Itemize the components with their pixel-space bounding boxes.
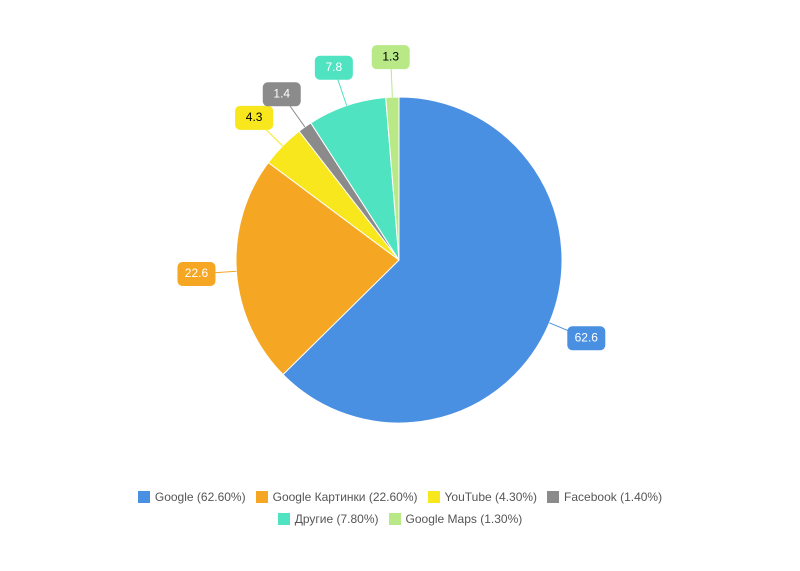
pie-slice [385,96,400,261]
label-box [314,55,353,80]
data-label: 1.4 [273,86,290,100]
legend-swatch [427,491,440,503]
legend-swatch [547,491,560,503]
label-box [371,45,410,70]
data-label: 1.3 [382,49,399,63]
legend-swatch [255,491,268,503]
legend-label: Google Maps (1.30%) [405,512,523,526]
legend-label: Google Картинки (22.60%) [272,490,418,504]
data-label: 62.6 [575,330,599,344]
data-label: 7.8 [326,60,343,74]
legend-item[interactable]: Google Картинки (22.60%) [255,490,418,504]
pie-slice [235,161,400,376]
label-box [235,105,274,130]
legend-item[interactable]: YouTube (4.30%) [427,490,538,504]
label-box [177,262,216,287]
label-box [262,82,301,107]
legend-item[interactable]: Другие (7.80%) [277,512,379,526]
legend-swatch [277,513,290,525]
legend-label: Другие (7.80%) [294,512,379,526]
legend-item[interactable]: Google (62.60%) [137,490,246,504]
legend: Google (62.60%) Google Картинки (22.60%) Y… [130,490,670,526]
legend-swatch [137,491,150,503]
legend-item[interactable]: Google Maps (1.30%) [388,512,523,526]
pie-area: 62.6 22.6 4.3 1.4 7.8 1.3 [177,45,606,424]
legend-label: YouTube (4.30%) [444,490,538,504]
data-label: 22.6 [185,266,209,280]
legend-label: Google (62.60%) [154,490,246,504]
legend-swatch [388,513,401,525]
legend-item[interactable]: Facebook (1.40%) [547,490,662,504]
pie-slice [282,96,563,424]
label-box [567,326,606,351]
data-label: 4.3 [246,110,263,124]
legend-label: Facebook (1.40%) [564,490,663,504]
